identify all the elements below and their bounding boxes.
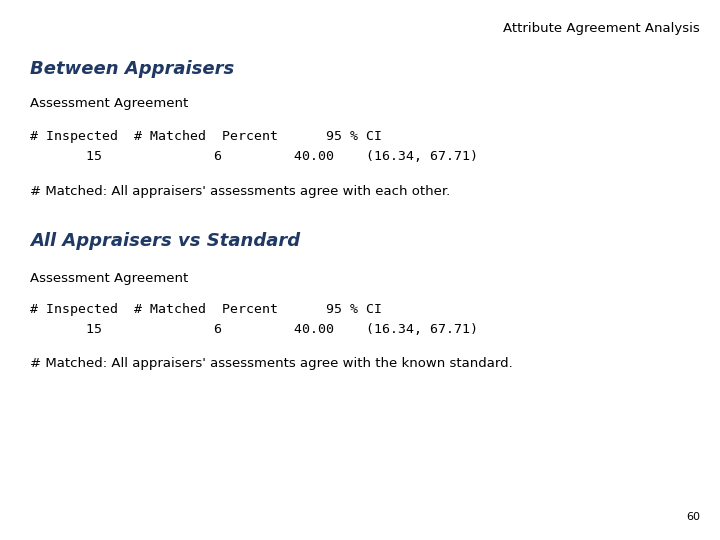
Text: Assessment Agreement: Assessment Agreement [30, 97, 188, 110]
Text: Attribute Agreement Analysis: Attribute Agreement Analysis [503, 22, 700, 35]
Text: # Inspected  # Matched  Percent      95 % CI: # Inspected # Matched Percent 95 % CI [30, 303, 382, 316]
Text: Between Appraisers: Between Appraisers [30, 60, 234, 78]
Text: # Inspected  # Matched  Percent      95 % CI: # Inspected # Matched Percent 95 % CI [30, 130, 382, 143]
Text: 15              6         40.00    (16.34, 67.71): 15 6 40.00 (16.34, 67.71) [30, 323, 478, 336]
Text: 15              6         40.00    (16.34, 67.71): 15 6 40.00 (16.34, 67.71) [30, 150, 478, 163]
Text: 60: 60 [686, 512, 700, 522]
Text: All Appraisers vs Standard: All Appraisers vs Standard [30, 232, 300, 250]
Text: Assessment Agreement: Assessment Agreement [30, 272, 188, 285]
Text: # Matched: All appraisers' assessments agree with each other.: # Matched: All appraisers' assessments a… [30, 185, 450, 198]
Text: # Matched: All appraisers' assessments agree with the known standard.: # Matched: All appraisers' assessments a… [30, 357, 513, 370]
